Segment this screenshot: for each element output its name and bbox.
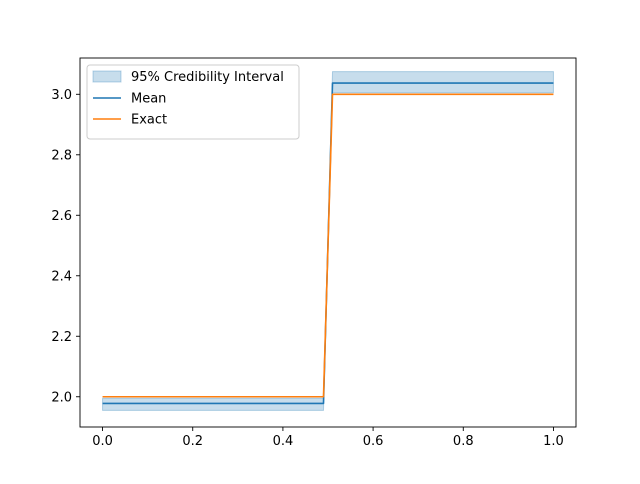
legend-label-exact: Exact — [131, 113, 167, 128]
y-tick-label: 2.0 — [51, 390, 72, 405]
x-tick-label: 0.8 — [453, 434, 474, 449]
x-tick-label: 0.0 — [92, 434, 113, 449]
legend-swatch-interval — [92, 70, 122, 83]
y-tick-label: 2.8 — [51, 148, 72, 163]
legend-label-interval: 95% Credibility Interval — [131, 70, 284, 85]
x-tick-label: 0.2 — [182, 434, 203, 449]
axes: 0.0 0.2 0.4 0.6 0.8 1.0 2.0 2.2 2.4 2.6 2.8 3.0 — [51, 57, 577, 449]
legend-label-mean: Mean — [131, 92, 166, 107]
y-tick-label: 2.2 — [51, 330, 72, 345]
series-line-exact — [102, 93, 554, 398]
x-tick-label: 1.0 — [543, 434, 564, 449]
plot-area — [102, 71, 554, 411]
legend-box — [86, 64, 300, 140]
x-tick-label: 0.6 — [363, 434, 384, 449]
x-tick-label: 0.4 — [273, 434, 294, 449]
y-tick-label: 2.4 — [51, 269, 72, 284]
y-tick-label: 2.6 — [51, 209, 72, 224]
y-tick-label: 3.0 — [51, 88, 72, 103]
legend: 95% Credibility Interval Mean Exact — [86, 64, 300, 140]
axes-frame — [79, 57, 577, 428]
